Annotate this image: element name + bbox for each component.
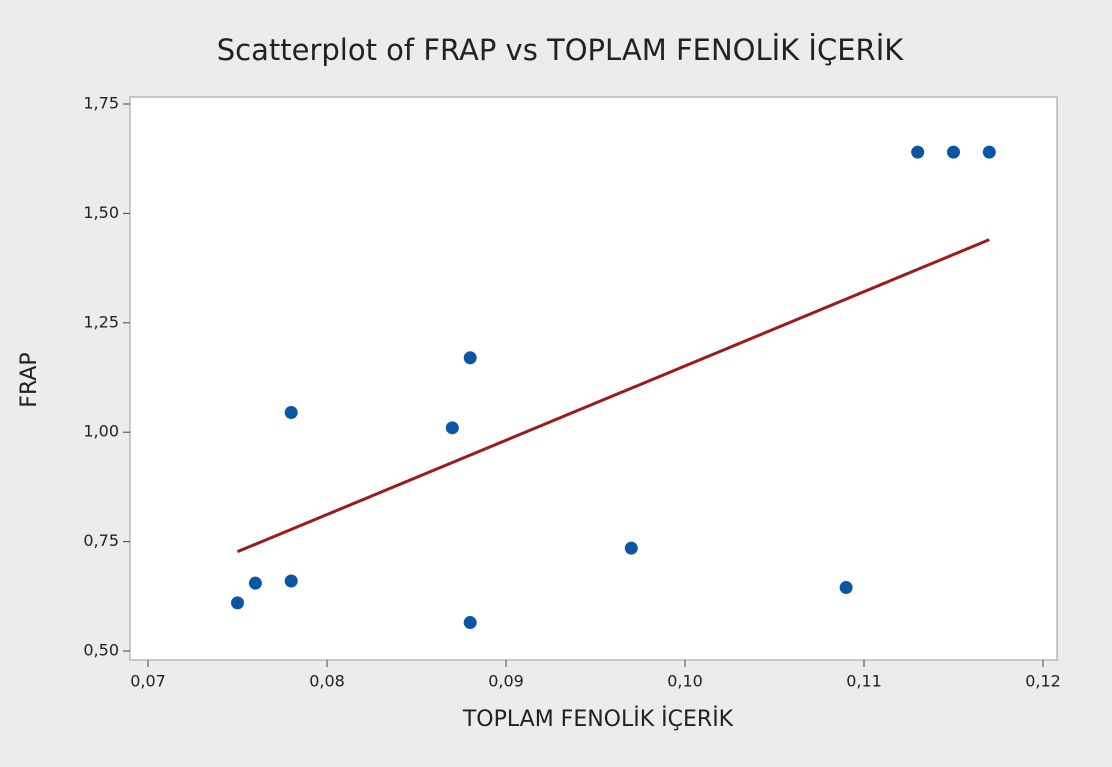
y-tick-label: 1,50 [83, 203, 119, 222]
x-tick-label: 0,12 [1025, 672, 1061, 691]
y-tick-label: 0,50 [83, 641, 119, 660]
chart-title: Scatterplot of FRAP vs TOPLAM FENOLİK İÇ… [217, 33, 905, 67]
x-tick-label: 0,10 [667, 672, 703, 691]
point [284, 574, 298, 588]
x-tick-label: 0,09 [488, 672, 524, 691]
x-axis-label: TOPLAM FENOLİK İÇERİK [462, 706, 734, 732]
y-tick-label: 1,00 [83, 422, 119, 441]
x-tick-label: 0,08 [309, 672, 345, 691]
point [839, 581, 853, 595]
point [463, 351, 477, 365]
point [911, 145, 925, 159]
fit-line [236, 238, 990, 554]
point [231, 596, 244, 610]
point [982, 145, 996, 159]
x-tick-label: 0,07 [130, 672, 166, 691]
point [624, 541, 638, 555]
x-tick-label: 0,11 [846, 672, 882, 691]
point [248, 576, 262, 590]
point [947, 145, 960, 159]
plot-area [129, 96, 1058, 661]
y-tick-label: 1,75 [83, 94, 119, 113]
point [463, 616, 477, 630]
y-tick-label: 0,75 [83, 531, 119, 550]
point [284, 406, 298, 420]
y-tick-label: 1,25 [83, 312, 119, 331]
point [445, 421, 459, 435]
y-axis-label: FRAP [17, 352, 42, 407]
